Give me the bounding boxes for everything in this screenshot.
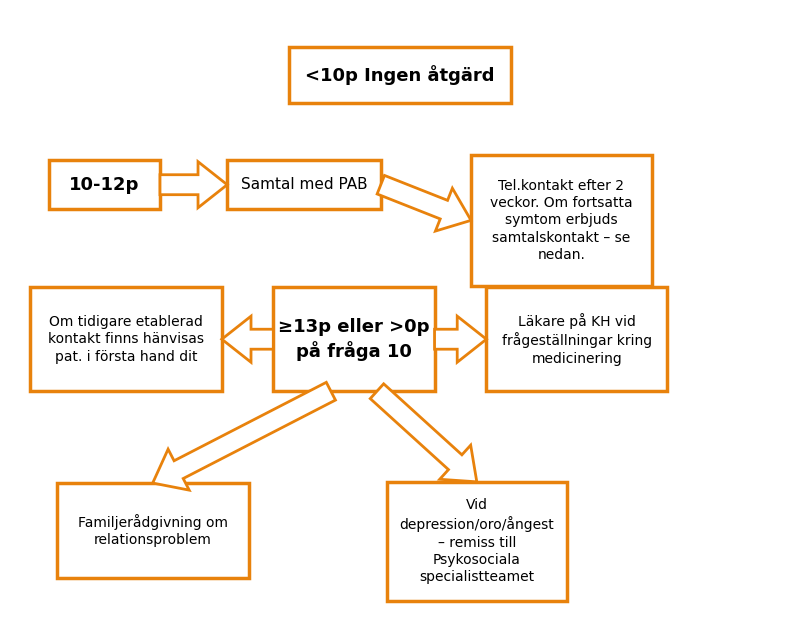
- FancyBboxPatch shape: [227, 160, 381, 209]
- FancyBboxPatch shape: [57, 483, 249, 578]
- Polygon shape: [160, 162, 227, 208]
- Text: ≥13p eller >0p
på fråga 10: ≥13p eller >0p på fråga 10: [278, 318, 430, 361]
- Polygon shape: [370, 384, 477, 482]
- Polygon shape: [222, 316, 274, 362]
- FancyBboxPatch shape: [274, 287, 434, 391]
- Polygon shape: [434, 316, 486, 362]
- Text: Familjerådgivning om
relationsproblem: Familjerådgivning om relationsproblem: [78, 514, 228, 547]
- FancyBboxPatch shape: [471, 155, 651, 286]
- Text: Samtal med PAB: Samtal med PAB: [241, 177, 367, 193]
- FancyBboxPatch shape: [30, 287, 222, 391]
- FancyBboxPatch shape: [386, 482, 567, 600]
- FancyBboxPatch shape: [49, 160, 160, 209]
- Polygon shape: [377, 175, 471, 231]
- Text: <10p Ingen åtgärd: <10p Ingen åtgärd: [306, 65, 494, 85]
- Text: Om tidigare etablerad
kontakt finns hänvisas
pat. i första hand dit: Om tidigare etablerad kontakt finns hänv…: [48, 315, 204, 363]
- Text: Läkare på KH vid
frågeställningar kring
medicinering: Läkare på KH vid frågeställningar kring …: [502, 313, 652, 366]
- Polygon shape: [153, 383, 335, 490]
- Text: Vid
depression/oro/ångest
– remiss till
Psykosociala
specialistteamet: Vid depression/oro/ångest – remiss till …: [399, 498, 554, 584]
- FancyBboxPatch shape: [486, 287, 667, 391]
- FancyBboxPatch shape: [289, 46, 511, 103]
- Text: 10-12p: 10-12p: [69, 176, 139, 194]
- Text: Tel.kontakt efter 2
veckor. Om fortsatta
symtom erbjuds
samtalskontakt – se
neda: Tel.kontakt efter 2 veckor. Om fortsatta…: [490, 179, 633, 262]
